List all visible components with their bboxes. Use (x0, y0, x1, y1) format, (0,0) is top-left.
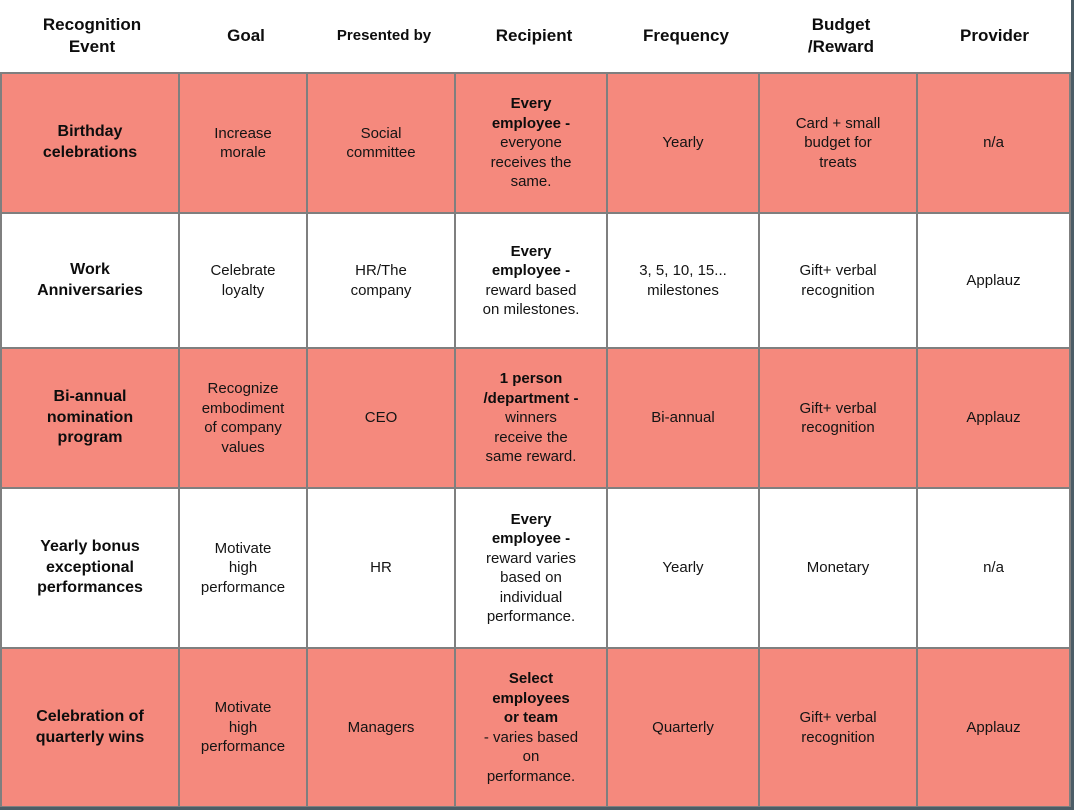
table-header-row: Recognition Event Goal Presented by Reci… (0, 0, 1071, 72)
table-row-bi-annual-nomination-program: Bi-annual nomination program Recognize e… (2, 349, 1069, 489)
cell-frequency: Quarterly (608, 649, 760, 806)
cell-goal: Recognize embodiment of company values (180, 349, 308, 489)
recipient-detail-text: winners receive the same reward. (485, 409, 577, 466)
recipient-emphasis-text: 1 person /department - (483, 370, 579, 407)
recipient-emphasis-text: Every employee - (491, 510, 571, 548)
cell-provider: Applauz (966, 718, 1021, 736)
cell-presented-by: CEO (308, 349, 456, 489)
cell-frequency: Yearly (608, 489, 760, 649)
table-row-birthday-celebrations: Birthday celebrations Increase morale So… (2, 74, 1069, 214)
table-row-celebration-of-quarterly-wins: Celebration of quarterly wins Motivate h… (2, 649, 1069, 806)
column-header-frequency: Frequency (643, 25, 729, 45)
table-row-work-anniversaries: Work Anniversaries Celebrate loyalty HR/… (2, 214, 1069, 349)
cell-recipient: Select employees or team - varies based … (456, 649, 608, 806)
cell-recipient: Every employee - everyone receives the s… (456, 74, 608, 214)
cell-budget-reward: Card + small budget for treats (760, 74, 918, 214)
cell-budget-reward: Gift+ verbal recognition (760, 649, 918, 806)
cell-recognition-event: Work Anniversaries (2, 214, 180, 349)
cell-goal: Increase morale (180, 74, 308, 214)
recipient-emphasis-text: Select employees or team (492, 670, 570, 726)
cell-budget-reward: Gift+ verbal recognition (760, 349, 918, 489)
cell-presented-by: HR (308, 489, 456, 649)
recipient-detail-text: - varies based on performance. (483, 728, 579, 785)
recipient-detail-text: everyone receives the same. (490, 134, 572, 191)
cell-goal: Motivate high performance (180, 649, 308, 806)
column-header-goal: Goal (227, 25, 265, 45)
cell-provider: Applauz (918, 349, 1069, 489)
recipient-detail-text: reward varies based on individual perfor… (485, 549, 577, 625)
cell-recognition-event: Yearly bonus exceptional performances (2, 489, 180, 649)
cell-presented-by: HR/The company (308, 214, 456, 349)
recipient-emphasis-text: Every employee - (491, 95, 571, 132)
cell-provider: Applauz (918, 214, 1069, 349)
cell-recipient: 1 person /department - winners receive t… (456, 349, 608, 489)
cell-recognition-event: Celebration of quarterly wins (2, 649, 180, 806)
cell-presented-by: Social committee (308, 74, 456, 214)
cell-provider: n/a (918, 74, 1069, 214)
table-body: Birthday celebrations Increase morale So… (0, 72, 1071, 807)
column-header-budget-reward: Budget /Reward (807, 14, 875, 56)
cell-frequency: 3, 5, 10, 15... milestones (608, 214, 760, 349)
column-header-recognition-event: Recognition Event (42, 14, 142, 56)
cell-recipient: Every employee - reward varies based on … (456, 489, 608, 649)
column-header-recipient: Recipient (495, 25, 573, 45)
table-row-yearly-bonus-exceptional-performances: Yearly bonus exceptional performances Mo… (2, 489, 1069, 649)
cell-budget-reward: Gift+ verbal recognition (760, 214, 918, 349)
cell-frequency: Yearly (608, 74, 760, 214)
cell-frequency: Bi-annual (608, 349, 760, 489)
cell-recognition-event: Bi-annual nomination program (2, 349, 180, 489)
column-header-provider: Provider (960, 25, 1029, 45)
recipient-detail-text: reward based on milestones. (482, 281, 580, 319)
cell-goal: Celebrate loyalty (180, 214, 308, 349)
recipient-emphasis-text: Every employee - (491, 242, 571, 280)
cell-recognition-event: Birthday celebrations (2, 74, 180, 214)
cell-recipient: Every employee - reward based on milesto… (456, 214, 608, 349)
cell-provider: n/a (918, 489, 1069, 649)
cell-goal: Motivate high performance (180, 489, 308, 649)
cell-presented-by: Managers (308, 649, 456, 806)
cell-budget-reward: Monetary (760, 489, 918, 649)
column-header-presented-by: Presented by (336, 27, 432, 45)
